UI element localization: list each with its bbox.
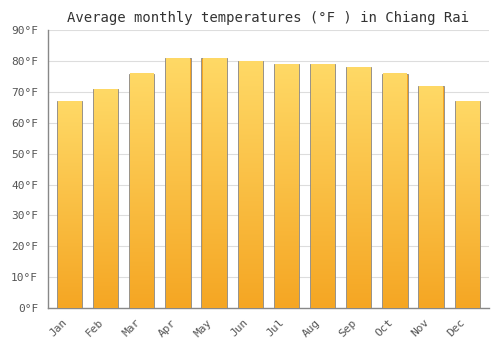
Title: Average monthly temperatures (°F ) in Chiang Rai: Average monthly temperatures (°F ) in Ch… <box>68 11 469 25</box>
Bar <box>346 68 372 308</box>
Bar <box>202 58 227 308</box>
Bar <box>310 64 335 308</box>
Bar <box>238 61 263 308</box>
Bar <box>454 101 480 308</box>
Bar <box>57 101 82 308</box>
Bar <box>129 74 154 308</box>
Bar <box>274 64 299 308</box>
Bar <box>93 89 118 308</box>
Bar <box>166 58 190 308</box>
Bar <box>382 74 407 308</box>
Bar <box>418 86 444 308</box>
